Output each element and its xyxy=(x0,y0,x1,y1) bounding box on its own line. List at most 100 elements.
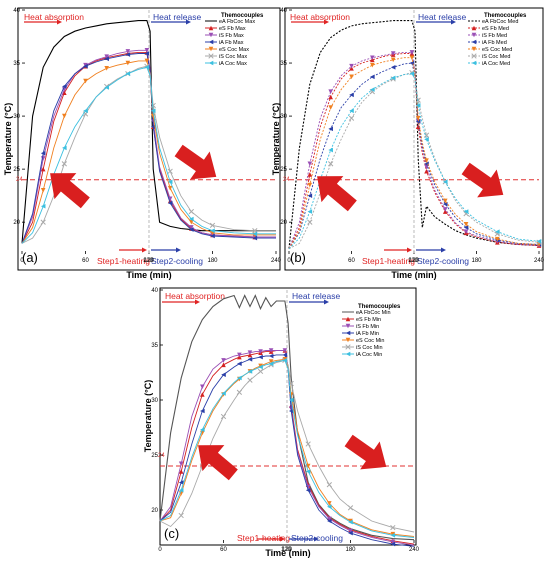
panel-b-legend-marker xyxy=(471,53,477,59)
panel-a-data-point xyxy=(62,90,67,96)
panel-b-xtick-label: 240 xyxy=(534,258,545,264)
panel-c-data-point xyxy=(327,504,332,509)
panel-c-label: (c) xyxy=(164,526,179,541)
panel-c-xtick-label: 180 xyxy=(345,547,356,553)
panel-a-xtick-label: 60 xyxy=(82,258,89,264)
panel-b-legend-entry: iS Fb Med xyxy=(482,33,507,39)
panel-c-legend-entry: eS Coc Min xyxy=(356,338,384,344)
panel-a: Temperature (°C) Time (min) (a) Heat abs… xyxy=(3,7,282,280)
panel-b-data-point xyxy=(536,238,542,244)
panel-b-ytick-label: 20 xyxy=(280,220,287,226)
panel-b-data-point xyxy=(424,161,429,167)
panel-c-xtick-label: 120 xyxy=(282,547,293,553)
panel-b-data-point xyxy=(442,207,448,212)
panel-b-data-point xyxy=(307,193,313,198)
panel-b-ytick-label: 30 xyxy=(280,114,287,120)
panel-b-data-point xyxy=(463,209,469,214)
panel-c-data-point xyxy=(237,375,242,381)
panel-a-data-point xyxy=(167,196,173,202)
panel-c-data-point xyxy=(268,361,274,366)
panel-c-legend-entry: iA Fb Min xyxy=(356,331,379,337)
panel-c-data-point xyxy=(305,441,311,447)
panel-a-data-point xyxy=(189,216,194,222)
panel-c-ylabel: Temperature (°C) xyxy=(143,380,153,452)
panel-b-data-point xyxy=(349,108,354,114)
panel-a-series-line xyxy=(21,65,276,244)
panel-c-legend-entry: eA FbCoc Min xyxy=(356,310,391,316)
panel-a-data-point xyxy=(40,219,46,225)
panel-a-data-point xyxy=(144,58,150,64)
panel-a-data-point xyxy=(125,52,131,57)
svg-text:120: 120 xyxy=(281,547,292,553)
panel-c-data-point xyxy=(178,461,184,467)
panel-a-legend-title: Themocouples xyxy=(221,13,264,19)
panel-c-data-point xyxy=(221,358,226,363)
panel-a-phase-arrow xyxy=(151,19,191,25)
panel-a-legend-entry: iA Fb Max xyxy=(219,40,244,46)
panel-b-data-point xyxy=(370,55,375,61)
panel-b-data-point xyxy=(463,225,469,230)
panel-c-data-point xyxy=(348,519,353,525)
panel-c-legend-marker xyxy=(345,323,351,329)
panel-b-legend-entry: eS Fb Med xyxy=(482,26,509,32)
panel-b-legend-entry: eA FbCoc Med xyxy=(482,19,518,25)
panel-b-legend-marker xyxy=(471,25,477,31)
panel-b-data-point xyxy=(415,119,421,124)
panel-a-data-point xyxy=(167,185,173,191)
panel-a-data-point xyxy=(61,161,67,167)
panel-a-legend-entry: eS Coc Max xyxy=(219,47,249,53)
panel-b-phase-arrow xyxy=(416,19,456,25)
panel-a-ytick-label: 25 xyxy=(13,167,20,173)
panel-c-data-point xyxy=(178,487,184,493)
panel-a-legend-entry: iS Fb Max xyxy=(219,33,244,39)
panel-c-data-point xyxy=(237,361,242,366)
panel-b-data-point xyxy=(328,126,333,132)
panel-c-phase-arrow xyxy=(289,299,329,305)
panel-c-data-point xyxy=(221,372,226,377)
panel-a-phase-arrow xyxy=(119,247,147,253)
panel-a-data-point xyxy=(167,200,173,206)
panel-a-legend-entry: eS Fb Max xyxy=(219,26,246,32)
panel-b-data-point xyxy=(390,57,396,63)
panel-a-legend-marker xyxy=(208,53,214,59)
panel-c-direction-arrow-icon xyxy=(198,445,238,481)
panel-b-data-point xyxy=(349,74,354,80)
panel-b-ytick-label: 25 xyxy=(280,167,287,173)
panel-a-ref-label: 24 xyxy=(16,177,23,183)
panel-a-series-line xyxy=(21,49,276,244)
panel-b-data-point xyxy=(409,50,415,55)
panel-a-data-point xyxy=(150,108,156,114)
panel-c-data-point xyxy=(268,353,274,359)
panel-b-direction-arrow-icon xyxy=(317,176,357,212)
panel-c-data-point xyxy=(326,482,332,488)
panel-a-data-point xyxy=(188,208,194,215)
panel-b-data-point xyxy=(307,209,313,214)
panel-a-data-point xyxy=(62,145,67,151)
panel-a-data-point xyxy=(252,231,258,237)
panel-b-xtick-label: 120 xyxy=(409,258,420,264)
panel-b-ytick-label: 35 xyxy=(280,61,287,67)
panel-c-legend-title: Themocouples xyxy=(358,304,401,310)
panel-b-data-point xyxy=(409,55,415,61)
panel-a-data-point xyxy=(125,49,131,54)
panel-b-phase-arrow xyxy=(384,247,412,253)
panel-b-phase-heat-absorption: Heat absorption xyxy=(290,12,350,22)
panel-a-phase-arrow xyxy=(24,19,62,25)
panel-a-data-point xyxy=(189,225,194,230)
panel-c-legend-entry: iS Coc Min xyxy=(356,345,383,351)
panel-c-phase-step1: Step1-heating xyxy=(237,533,290,543)
panel-b-data-point xyxy=(409,71,415,76)
panel-b-phase-heat-release: Heat release xyxy=(418,12,466,22)
panel-b-data-point xyxy=(390,75,396,81)
panel-b-legend-title: Themocouples xyxy=(484,13,527,19)
panel-b-phase-step2: Step2-cooling xyxy=(417,256,469,266)
panel-c-series-line xyxy=(159,350,415,545)
panel-a-data-point xyxy=(104,56,109,62)
panel-b-direction-arrow-icon xyxy=(461,162,504,198)
panel-c-data-point xyxy=(348,530,353,536)
panel-a-data-point xyxy=(40,166,46,172)
panel-c-legend-marker xyxy=(345,351,351,357)
panel-c-ytick-label: 40 xyxy=(151,288,158,294)
panel-c-data-point xyxy=(390,524,396,531)
